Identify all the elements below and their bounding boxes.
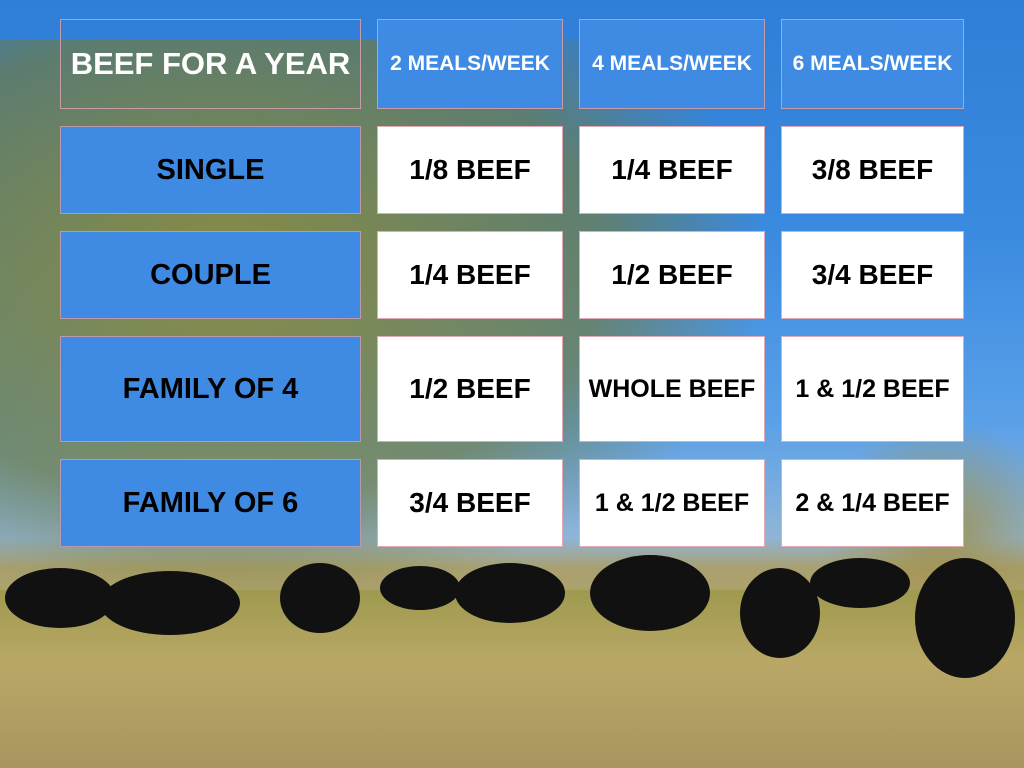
table-cell: 1/4 BEEF — [579, 126, 765, 214]
table-cell: 1 & 1/2 BEEF — [781, 336, 964, 442]
table-cell: 3/4 BEEF — [377, 459, 563, 547]
table-cell: 2 & 1/4 BEEF — [781, 459, 964, 547]
table-cell: 1/8 BEEF — [377, 126, 563, 214]
table-title: BEEF FOR A YEAR — [60, 19, 361, 109]
table-cell: 1 & 1/2 BEEF — [579, 459, 765, 547]
table-cell: 3/4 BEEF — [781, 231, 964, 319]
column-header-6-meals: 6 MEALS/WEEK — [781, 19, 964, 109]
row-label-family-of-6: FAMILY OF 6 — [60, 459, 361, 547]
cattle-herd — [5, 555, 1015, 678]
row-label-couple: COUPLE — [60, 231, 361, 319]
row-label-single: SINGLE — [60, 126, 361, 214]
table-cell: WHOLE BEEF — [579, 336, 765, 442]
table-cell: 1/2 BEEF — [579, 231, 765, 319]
table-cell: 1/4 BEEF — [377, 231, 563, 319]
column-header-2-meals: 2 MEALS/WEEK — [377, 19, 563, 109]
table-cell: 3/8 BEEF — [781, 126, 964, 214]
row-label-family-of-4: FAMILY OF 4 — [60, 336, 361, 442]
table-cell: 1/2 BEEF — [377, 336, 563, 442]
column-header-4-meals: 4 MEALS/WEEK — [579, 19, 765, 109]
